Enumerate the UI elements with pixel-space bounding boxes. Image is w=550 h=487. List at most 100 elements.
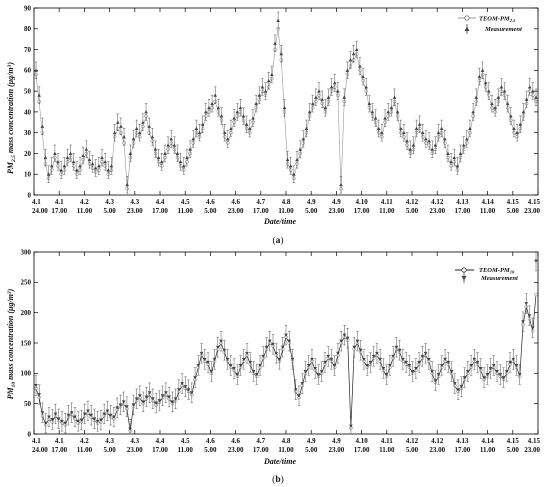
panel-b-measurement-point: [414, 366, 418, 371]
panel-b-measurement-point: [241, 357, 246, 362]
panel-a-measurement-point: [226, 137, 230, 141]
panel-b-caption: (b): [272, 474, 284, 485]
panel-a-measurement-point: [361, 74, 365, 79]
panel-b-measurement-point: [53, 412, 58, 416]
panel-b-xtick-date: 4.6: [206, 437, 215, 445]
panel-b-xtick-time: 5.00: [204, 446, 217, 454]
panel-a-xtick-date: 4.7: [256, 198, 265, 206]
panel-a-xtick-time: 11.00: [480, 207, 496, 215]
panel-a-ytick-label: 60: [24, 67, 32, 75]
panel-b-xtick-time: 23.00: [228, 446, 244, 454]
panel-a-xtick-time: 23.00: [524, 207, 540, 215]
panel-a-measurement-point: [414, 126, 419, 131]
panel-a-xtick-time: 17.00: [253, 207, 269, 215]
panel-a-xtick-date: 4.6: [206, 198, 215, 206]
panel-b-measurement-point: [209, 370, 214, 374]
panel-a-measurement-point: [197, 130, 202, 135]
panel-a-measurement-point: [125, 182, 129, 187]
panel-a-measurement-point: [518, 122, 523, 126]
panel-a-measurement-point: [364, 85, 368, 89]
panel-a-xtick-time: 11.00: [77, 207, 93, 215]
panel-a-measurement-point: [257, 93, 262, 97]
panel-b-xtick-time: 11.00: [77, 446, 93, 454]
panel-b-xtick-time: 17.00: [51, 446, 67, 454]
panel-a-measurement-point: [119, 124, 123, 128]
panel-a-measurement-point: [499, 85, 504, 89]
panel-a-measurement-point: [342, 95, 346, 99]
panel-a-xtick-date: 4.6: [231, 198, 240, 206]
panel-b-measurement-point: [173, 397, 178, 401]
panel-b-measurement-point: [76, 419, 81, 424]
panel-a-measurement-point: [75, 168, 79, 172]
panel-a-measurement-point: [248, 126, 252, 131]
panel-a-xtick-date: 4.15: [507, 198, 520, 206]
panel-a-measurement-point: [213, 93, 218, 97]
panel-a-measurement-point: [452, 155, 457, 160]
panel-b-ytick-label: 50: [24, 400, 32, 408]
panel-a-measurement-point: [332, 81, 337, 85]
panel-b-xtick-time: 11.00: [278, 446, 294, 454]
panel-a-measurement-point: [219, 114, 224, 118]
panel-b-measurement-point: [66, 413, 71, 417]
panel-b-measurement-point: [222, 348, 227, 353]
panel-b-measurement-point: [319, 370, 324, 374]
panel-b-measurement-point: [485, 373, 490, 377]
panel-b-teom-point: [534, 292, 538, 297]
panel-a-measurement-point: [474, 95, 479, 99]
panel-b-measurement-point: [248, 360, 253, 365]
panel-b-measurement-point: [300, 382, 305, 386]
panel-a-measurement-point: [112, 130, 117, 135]
panel-a-measurement-point: [68, 151, 73, 155]
panel-b-xtick-date: 4.15: [528, 437, 541, 445]
panel-a-measurement-point: [270, 72, 274, 76]
panel-a-measurement-point: [512, 126, 516, 131]
panel-b-measurement-point: [63, 421, 68, 425]
panel-a-measurement-point: [354, 47, 359, 52]
panel-a-measurement-point: [480, 68, 485, 72]
panel-b-xtick-date: 4.10: [355, 437, 368, 445]
panel-a-measurement-point: [65, 155, 70, 160]
panel-b-y-axis-label: PM10 mass concentration (μg/m3): [6, 288, 17, 399]
panel-b-measurement-point: [326, 354, 331, 359]
panel-b-measurement-point: [258, 363, 262, 368]
panel-b-measurement-point: [40, 411, 45, 415]
panel-b-measurement-point: [488, 366, 493, 371]
panel-a-measurement-point: [156, 155, 161, 160]
panel-b-xtick-date: 4.14: [481, 437, 494, 445]
panel-b-xtick-date: 4.13: [456, 437, 469, 445]
panel-a-measurement-point: [307, 110, 312, 114]
panel-a-teom-line: [35, 28, 537, 189]
panel-a-xtick-date: 4.10: [355, 198, 368, 206]
panel-b-measurement-point: [287, 339, 292, 343]
panel-a-measurement-point: [420, 130, 425, 135]
panel-b-measurement-point: [303, 370, 308, 374]
panel-a-measurement-point: [408, 147, 413, 151]
panel-b-measurement-point: [404, 360, 408, 365]
panel-b-measurement-point: [401, 357, 405, 362]
panel-b-x-axis-label: Date/time: [263, 457, 296, 466]
panel-a-measurement-point: [505, 101, 510, 106]
panel-a-measurement-point: [166, 143, 170, 147]
panel-b-measurement-point: [339, 339, 343, 343]
panel-b-measurement-point: [193, 376, 197, 380]
panel-a-xtick-date: 4.9: [332, 198, 341, 206]
panel-b: 0501001502002503004.124.004.117.004.211.…: [6, 248, 541, 485]
panel-b-xtick-date: 4.4: [156, 437, 165, 445]
panel-a-measurement-point: [339, 182, 343, 187]
panel-b-measurement-point: [216, 345, 220, 350]
panel-a-measurement-point: [273, 41, 277, 45]
panel-b-measurement-point: [86, 409, 90, 413]
panel-a-measurement-point: [222, 130, 227, 135]
panel-a-measurement-point: [169, 137, 174, 141]
panel-b-measurement-point: [504, 370, 509, 374]
panel-a-measurement-point: [345, 68, 350, 72]
panel-a-measurement-point: [436, 130, 441, 135]
panel-b-measurement-point: [368, 360, 373, 365]
panel-a-measurement-point: [288, 164, 293, 168]
panel-b-xtick-time: 23.00: [329, 446, 345, 454]
panel-a-measurement-point: [392, 95, 397, 99]
legend-measurement-b-marker: [461, 276, 467, 281]
panel-a-measurement-point: [254, 101, 258, 106]
panel-a-measurement-point: [502, 89, 507, 93]
